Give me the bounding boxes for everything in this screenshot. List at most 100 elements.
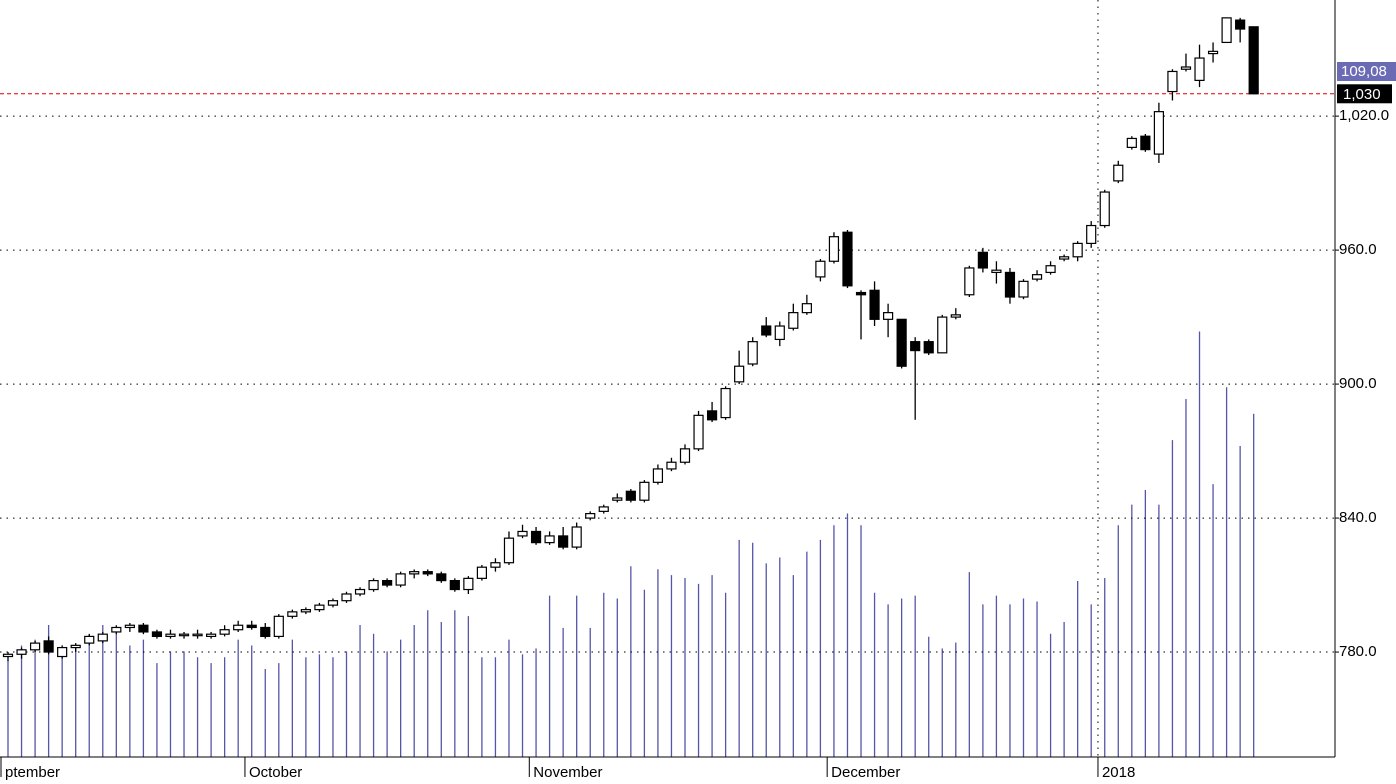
- candle-body: [1248, 26, 1259, 95]
- candle-body: [16, 649, 27, 655]
- x-tick-label: October: [249, 764, 302, 781]
- candle-body: [1031, 274, 1043, 280]
- candle-body: [910, 341, 921, 352]
- candle-body: [1113, 164, 1124, 182]
- candle-body: [1235, 19, 1246, 30]
- candle-body: [29, 642, 41, 651]
- candle-body: [896, 318, 907, 367]
- candle-body: [1180, 66, 1192, 70]
- candle-body: [476, 566, 487, 579]
- price-label-box: [1337, 84, 1392, 104]
- candle-body: [287, 611, 298, 617]
- candle-body: [991, 269, 1002, 274]
- volume-label: 109,08: [1341, 63, 1387, 80]
- candle-body: [111, 626, 122, 633]
- candle-body: [720, 387, 731, 419]
- candle-body: [1126, 137, 1137, 148]
- candle-body: [354, 588, 366, 595]
- candle-body: [206, 633, 217, 638]
- candle-body: [1004, 271, 1016, 298]
- candle-body: [422, 571, 433, 575]
- candle-body: [801, 303, 812, 314]
- candle-body: [1059, 256, 1070, 260]
- candle-body: [124, 624, 135, 629]
- candle-body: [151, 631, 163, 638]
- candle-body: [842, 231, 853, 287]
- candle-body: [490, 562, 501, 568]
- candle-body: [1086, 224, 1097, 245]
- candle-body: [855, 291, 867, 296]
- candle-body: [1153, 111, 1165, 155]
- candle-body: [828, 236, 840, 262]
- candle-body: [977, 251, 988, 269]
- candle-body: [43, 640, 54, 653]
- candle-body: [178, 633, 190, 637]
- candle-body: [571, 526, 582, 548]
- candle-body: [517, 530, 528, 537]
- candle-body: [598, 506, 609, 512]
- candle-body: [2, 653, 14, 658]
- candle-body: [923, 341, 934, 354]
- candle-body: [774, 325, 785, 341]
- candle-body: [273, 615, 284, 638]
- price-label: 1,030: [1343, 86, 1381, 103]
- y-tick-label: 840.0: [1339, 509, 1377, 526]
- candle-body: [1045, 265, 1056, 274]
- candle-body: [747, 341, 758, 365]
- candle-body: [558, 535, 569, 548]
- candle-body: [585, 512, 596, 519]
- candle-body: [70, 644, 81, 649]
- candle-body: [815, 260, 826, 278]
- candle-body: [192, 633, 203, 637]
- candle-body: [788, 312, 799, 329]
- candle-body: [1194, 57, 1205, 81]
- candle-body: [666, 461, 677, 470]
- candle-body: [233, 624, 244, 631]
- candle-body: [260, 626, 271, 638]
- candle-body: [1099, 191, 1110, 227]
- candle-body: [382, 579, 393, 586]
- candle-body: [1207, 50, 1219, 55]
- x-tick-label: November: [533, 764, 602, 781]
- candle-body: [97, 633, 108, 642]
- candle-body: [84, 635, 95, 644]
- candle-body: [503, 537, 515, 564]
- y-tick-label: 960.0: [1339, 241, 1377, 258]
- x-tick-label: 2018: [1102, 764, 1135, 781]
- candle-body: [409, 571, 420, 575]
- candle-body: [1072, 242, 1083, 258]
- candle-body: [679, 448, 691, 463]
- candle-body: [246, 624, 257, 629]
- candle-body: [544, 535, 555, 544]
- y-tick-label: 1,020.0: [1339, 107, 1389, 124]
- candle-body: [882, 312, 894, 320]
- candle-body: [368, 579, 379, 591]
- candle-body: [950, 314, 961, 318]
- candle-body: [639, 481, 650, 501]
- candle-body: [341, 593, 352, 602]
- x-tick-label: December: [831, 764, 900, 781]
- volume-label-box: [1337, 62, 1396, 81]
- candle-body: [395, 573, 406, 586]
- candle-body: [57, 646, 68, 658]
- x-tick-label: ptember: [5, 764, 60, 781]
- candle-body: [1140, 135, 1151, 151]
- candle-body: [436, 573, 447, 582]
- candle-body: [734, 365, 745, 383]
- candle-body: [165, 633, 176, 638]
- candle-body: [138, 624, 149, 633]
- candle-body: [964, 267, 975, 296]
- candle-body: [625, 490, 636, 501]
- candle-body: [314, 604, 325, 611]
- candle-body: [463, 577, 474, 591]
- candle-body: [300, 609, 311, 613]
- candle-body: [1221, 17, 1232, 44]
- candle-body: [1018, 280, 1029, 298]
- candle-body: [449, 579, 460, 591]
- y-tick-label: 780.0: [1339, 643, 1377, 660]
- candle-body: [1167, 70, 1178, 93]
- candle-body: [219, 629, 230, 635]
- candle-body: [530, 530, 542, 544]
- candle-body: [693, 414, 704, 450]
